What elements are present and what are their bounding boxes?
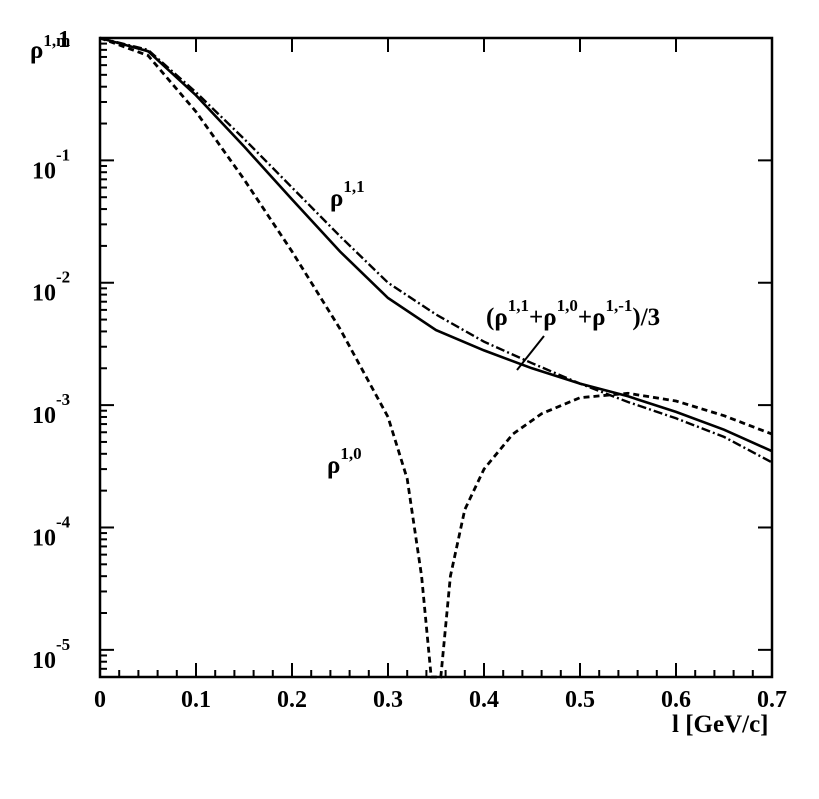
y-tick-label: 10-1 <box>32 145 70 184</box>
annotation-average: (ρ1,1+ρ1,0+ρ1,-1)/3 <box>486 296 660 331</box>
y-axis-label: ρ1,m <box>30 31 70 64</box>
y-ticks: 1 10-1 10-2 10-3 10-4 10-5 <box>32 27 772 678</box>
y-tick-label: 1 <box>58 27 70 53</box>
x-tick-label: 0 <box>94 687 106 713</box>
x-tick-label: 0.6 <box>661 687 691 713</box>
plot-frame <box>98 36 774 679</box>
x-tick-label: 0.3 <box>373 687 403 713</box>
y-tick-label: 10-5 <box>32 635 70 674</box>
x-ticks: 0 0.1 0.2 0.3 0.4 0.5 0.6 0.7 <box>94 38 787 713</box>
x-tick-label: 0.7 <box>757 687 787 713</box>
series-line-dashed <box>99 36 773 679</box>
chart-curves <box>99 36 773 679</box>
annotation-average-pointer <box>516 335 545 371</box>
y-tick-label: 10-2 <box>32 268 70 307</box>
series-line-solid <box>99 36 773 453</box>
x-tick-label: 0.4 <box>469 687 499 713</box>
series-line-dashdot <box>99 36 773 464</box>
y-tick-label: 10-4 <box>32 512 71 551</box>
y-tick-label: 10-3 <box>32 390 70 429</box>
y-axis-label-sup: 1,m <box>43 31 70 50</box>
x-tick-label: 0.1 <box>181 687 211 713</box>
x-tick-label: 0.5 <box>565 687 595 713</box>
x-tick-label: 0.2 <box>277 687 307 713</box>
annotation-rho11: ρ1,1 <box>330 177 365 212</box>
y-axis-label-base: ρ <box>30 37 43 64</box>
x-axis-label: l [GeV/c] <box>672 711 768 738</box>
annotation-rho10: ρ1,0 <box>327 444 362 479</box>
